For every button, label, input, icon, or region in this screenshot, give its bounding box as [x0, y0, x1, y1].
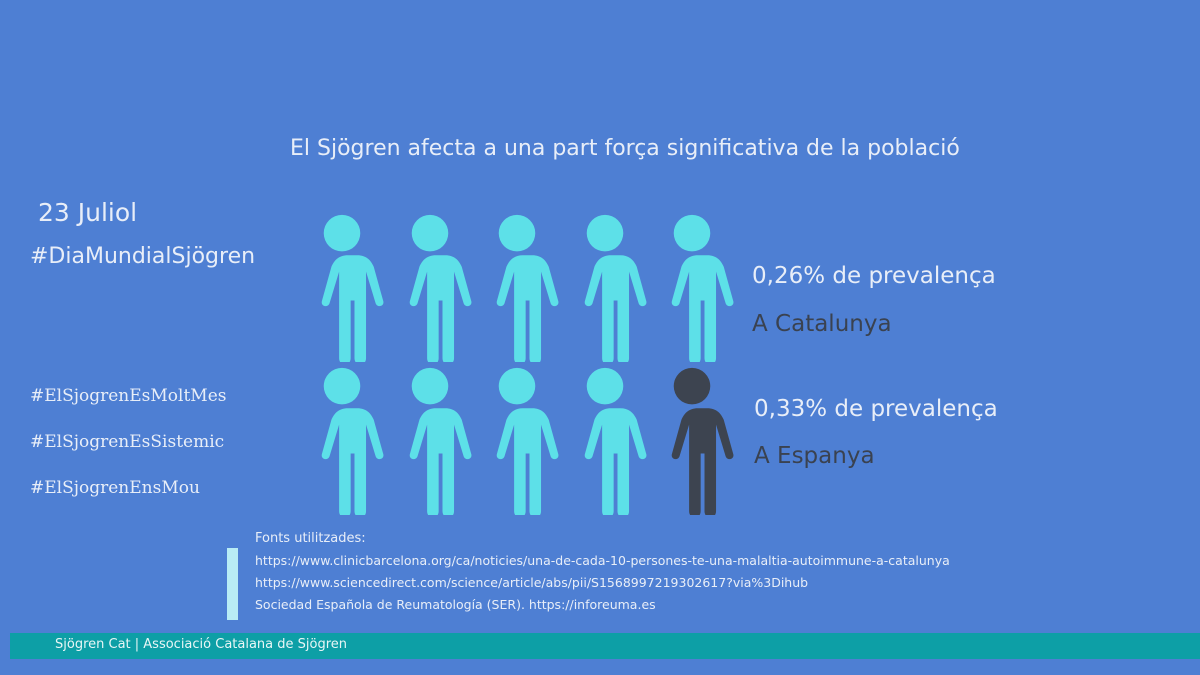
person-icon — [649, 212, 735, 365]
person-icon — [562, 212, 648, 365]
main-hashtag: #DiaMundialSjögren — [30, 244, 256, 269]
sources-title: Fonts utilitzades: — [255, 531, 366, 546]
person-icon — [387, 365, 473, 518]
date-label: 23 Juliol — [38, 198, 138, 227]
person-icon — [299, 212, 385, 365]
source-link[interactable]: https://www.clinicbarcelona.org/ca/notic… — [255, 553, 950, 568]
catalonia-label: A Catalunya — [752, 311, 892, 337]
person-icon — [299, 365, 385, 518]
hashtag: #ElSjogrenEsMoltMes — [30, 386, 227, 406]
source-reference: Sociedad Española de Reumatología (SER).… — [255, 597, 656, 612]
hashtag: #ElSjogrenEnsMou — [30, 478, 200, 498]
person-icon — [474, 365, 560, 518]
source-link[interactable]: https://www.sciencedirect.com/science/ar… — [255, 575, 809, 590]
hashtag: #ElSjogrenEsSistemic — [30, 432, 225, 452]
person-icon — [474, 212, 560, 365]
spain-label: A Espanya — [754, 443, 875, 469]
person-icon — [562, 365, 648, 518]
person-icon — [387, 212, 473, 365]
catalonia-prevalence: 0,26% de prevalença — [752, 263, 996, 289]
sources-accent-bar — [227, 548, 238, 620]
spain-prevalence: 0,33% de prevalença — [754, 396, 998, 422]
footer-bar: Sjögren Cat | Associació Catalana de Sjö… — [10, 633, 1200, 659]
footer-text: Sjögren Cat | Associació Catalana de Sjö… — [55, 637, 348, 652]
headline: El Sjögren afecta a una part força signi… — [290, 136, 960, 161]
person-icon-highlighted — [649, 365, 735, 518]
